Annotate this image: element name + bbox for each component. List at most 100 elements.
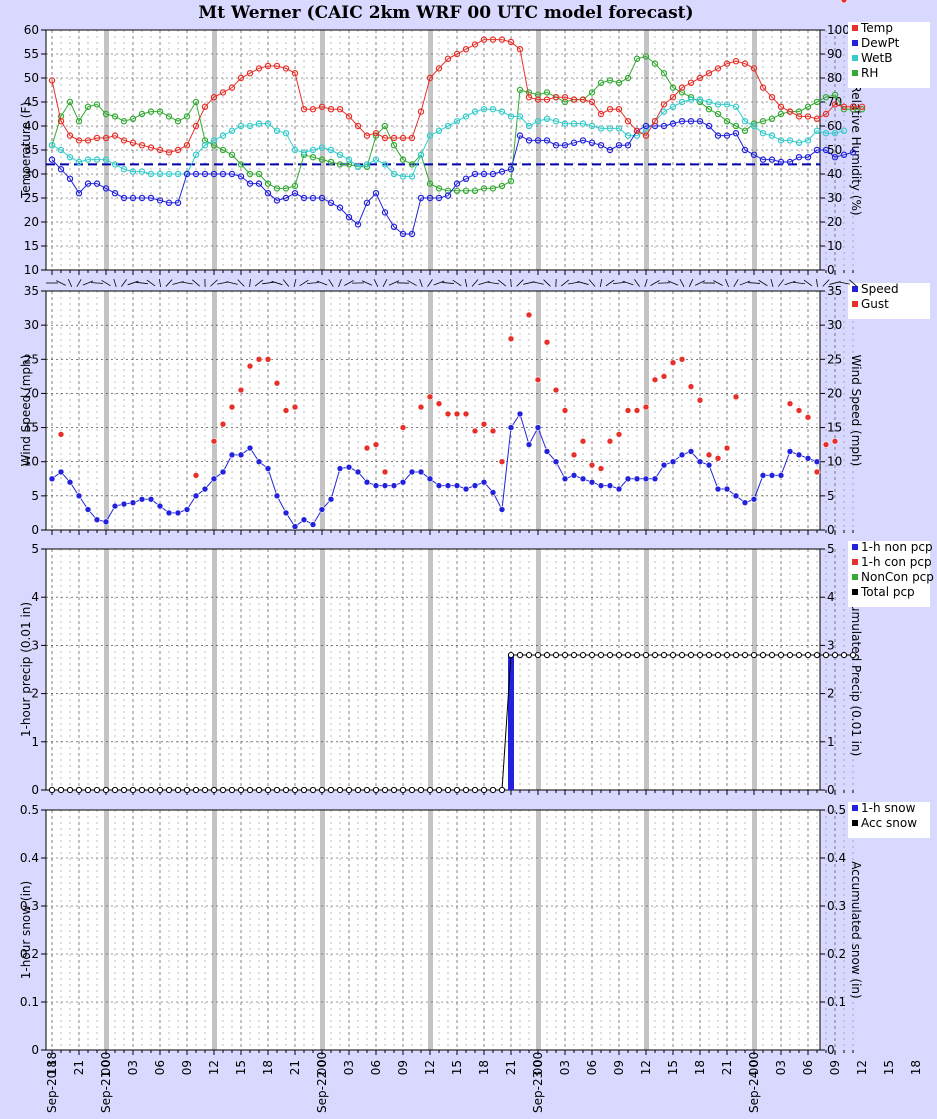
- day-band: [104, 549, 109, 790]
- x-tick-label: 09: [180, 1060, 194, 1075]
- wind-barb: [294, 279, 296, 287]
- total-pcp-point: [634, 652, 639, 657]
- legend-label: RH: [861, 66, 878, 80]
- y2-tick-label: 90: [827, 47, 842, 61]
- date-label: Sep-24 00: [747, 1052, 761, 1113]
- speed-point: [337, 466, 343, 472]
- total-pcp-point: [607, 652, 612, 657]
- speed-point: [292, 524, 298, 530]
- wind-barb: [600, 279, 601, 287]
- speed-point: [598, 483, 604, 489]
- y2-tick-label: 0: [827, 263, 835, 277]
- x-tick-label: 12: [639, 1060, 653, 1075]
- total-pcp-point: [58, 787, 63, 792]
- gust-point: [697, 397, 703, 403]
- wind-barb: [487, 282, 499, 284]
- total-pcp-point: [499, 787, 504, 792]
- gust-point: [706, 452, 712, 458]
- x-tick-label: 06: [153, 1060, 167, 1075]
- gust-point: [490, 428, 496, 434]
- wind-barb: [114, 279, 116, 287]
- total-pcp-point: [715, 652, 720, 657]
- total-pcp-point: [598, 652, 603, 657]
- total-pcp-point: [724, 652, 729, 657]
- legend-label: WetB: [861, 51, 892, 65]
- speed-point: [166, 510, 172, 516]
- y2-tick-label: 0.5: [827, 803, 846, 817]
- total-pcp-point: [670, 652, 675, 657]
- y2-tick-label: 80: [827, 71, 842, 85]
- y-tick-label: 0.5: [20, 803, 39, 817]
- day-band: [212, 810, 217, 1050]
- speed-point: [814, 459, 820, 465]
- y2-tick-label: 0: [827, 783, 835, 797]
- gust-point: [274, 380, 280, 386]
- speed-point: [490, 489, 496, 495]
- y2-axis-label: Wind Speed (mph): [849, 355, 863, 467]
- speed-point: [418, 469, 424, 475]
- wind-barb: [68, 279, 71, 287]
- speed-point: [607, 483, 613, 489]
- total-pcp-point: [220, 787, 225, 792]
- gust-point: [292, 404, 298, 410]
- speed-point: [652, 476, 658, 482]
- wind-barb: [623, 281, 634, 285]
- speed-point: [553, 459, 559, 465]
- gust-point: [607, 438, 613, 444]
- gust-point: [805, 414, 811, 420]
- total-pcp-point: [760, 652, 765, 657]
- speed-point: [391, 483, 397, 489]
- y2-tick-label: 20: [827, 215, 842, 229]
- total-pcp-point: [175, 787, 180, 792]
- y-tick-label: 30: [24, 318, 39, 332]
- speed-point: [310, 522, 316, 528]
- speed-point: [130, 500, 136, 506]
- total-pcp-point: [814, 652, 819, 657]
- wind-barb: [210, 280, 217, 286]
- total-pcp-point: [310, 787, 315, 792]
- legend-swatch: [852, 559, 858, 565]
- total-pcp-point: [436, 787, 441, 792]
- x-tick-label: 03: [558, 1060, 572, 1075]
- wind-barb: [128, 281, 139, 285]
- speed-point: [760, 472, 766, 478]
- legend-swatch: [852, 574, 858, 580]
- speed-point: [346, 464, 352, 470]
- gust-point: [373, 442, 379, 448]
- total-pcp-point: [238, 787, 243, 792]
- day-band: [644, 291, 649, 530]
- gust-point: [661, 373, 667, 379]
- total-pcp-point: [121, 787, 126, 792]
- speed-point: [517, 411, 523, 417]
- y-axis-label: 1-hour snow (in): [19, 881, 33, 979]
- gust-point: [580, 438, 586, 444]
- wind-barb: [147, 280, 155, 286]
- wind-barb: [383, 279, 387, 287]
- speed-point: [355, 469, 361, 475]
- y2-tick-label: 5: [827, 489, 835, 503]
- speed-point: [76, 493, 82, 499]
- total-pcp-point: [49, 787, 54, 792]
- day-band: [644, 549, 649, 790]
- y2-tick-label: 30: [827, 191, 842, 205]
- speed-point: [481, 479, 487, 485]
- total-pcp-point: [688, 652, 693, 657]
- total-pcp-point: [211, 787, 216, 792]
- wind-barb: [472, 280, 478, 287]
- speed-point: [274, 493, 280, 499]
- legend-swatch: [852, 805, 858, 811]
- day-band: [320, 810, 325, 1050]
- speed-point: [499, 507, 505, 513]
- speed-point: [382, 483, 388, 489]
- gust-point: [463, 411, 469, 417]
- legend-label: Acc snow: [861, 816, 917, 830]
- y2-axis-label: Accumulated snow (in): [849, 861, 863, 998]
- total-pcp-point: [589, 652, 594, 657]
- y2-tick-label: 10: [827, 239, 842, 253]
- x-tick-label: 03: [126, 1060, 140, 1075]
- total-pcp-point: [508, 652, 513, 657]
- legend-swatch: [852, 55, 858, 61]
- legend-label: Gust: [861, 297, 889, 311]
- y-tick-label: 0: [31, 1043, 39, 1057]
